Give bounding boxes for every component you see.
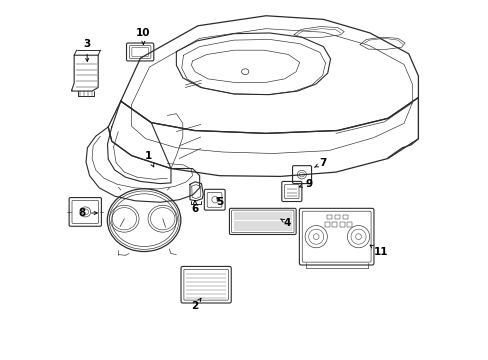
Bar	[342, 215, 347, 220]
Bar	[334, 215, 340, 220]
Text: 11: 11	[369, 245, 387, 257]
Bar	[339, 222, 344, 227]
Bar	[325, 222, 329, 227]
Text: 8: 8	[79, 208, 97, 218]
Text: 2: 2	[191, 298, 201, 311]
Text: 9: 9	[299, 179, 312, 189]
Text: 5: 5	[215, 197, 223, 207]
Text: 6: 6	[191, 201, 198, 215]
Bar	[326, 215, 332, 220]
Text: 7: 7	[314, 158, 326, 168]
Text: 4: 4	[280, 218, 291, 228]
Text: 10: 10	[136, 28, 150, 44]
Text: 3: 3	[83, 39, 90, 62]
Bar	[332, 222, 337, 227]
Bar	[346, 222, 351, 227]
Text: 1: 1	[144, 150, 153, 167]
